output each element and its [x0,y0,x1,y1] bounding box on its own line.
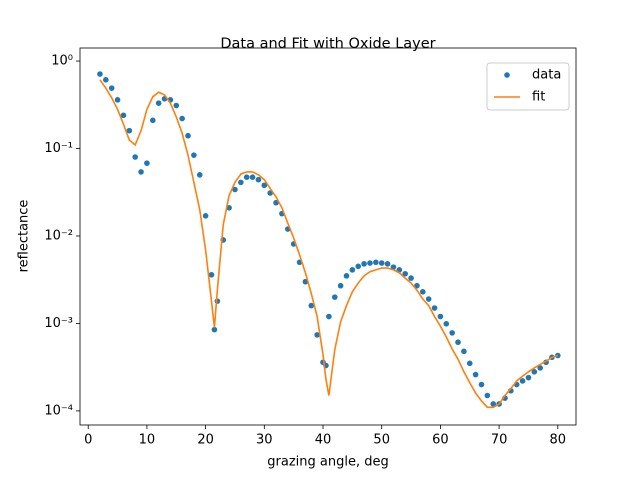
x-tick-label: 70 [491,433,508,448]
data-point [196,172,203,178]
data-point [211,326,218,333]
data-point [120,112,127,119]
data-point [255,176,262,183]
data-point [466,360,473,367]
data-point [149,117,156,124]
x-tick-label: 80 [550,433,567,448]
x-tick-label: 50 [373,433,390,448]
data-point [519,378,526,384]
x-tick-label: 40 [315,433,332,448]
legend-swatch [504,72,510,78]
data-point [355,263,362,270]
data-point [455,339,461,346]
data-point [114,97,121,103]
y-tick-label: 10⁻² [44,228,73,243]
data-point [249,174,256,180]
y-axis-label: reflectance [17,200,32,273]
data-point [308,302,315,309]
plot-area [97,71,561,409]
y-tick-label: 10⁻⁴ [44,403,73,418]
x-tick-label: 20 [197,433,214,448]
data-point [437,313,444,320]
y-tick-label: 10⁰ [51,54,73,69]
data-point [537,365,543,371]
data-point [103,77,109,83]
data-point [273,199,279,206]
data-point [531,368,538,375]
x-tick-label: 10 [139,433,156,448]
data-point [326,313,332,320]
data-point [373,259,379,266]
data-point [378,260,385,266]
data-point [525,374,532,381]
data-point [361,261,367,267]
data-point [261,182,268,189]
data-point [555,352,561,359]
data-point [238,179,244,186]
data-point [191,152,197,158]
data-point [144,160,150,166]
data-point [490,401,497,407]
y-tick-label: 10⁻¹ [44,141,73,156]
y-tick-label: 10⁻³ [44,316,73,331]
data-point [390,264,397,270]
data-point [431,305,438,311]
fit-line [99,79,559,409]
data-point [126,127,133,134]
data-point [208,271,215,278]
data-point [419,289,426,295]
data-point [97,71,103,77]
data-point [408,275,414,281]
x-tick-label: 0 [84,433,92,448]
data-point [185,132,191,139]
chart-title: Data and Fit with Oxide Layer [220,36,435,52]
data-point [484,392,491,399]
data-point [384,261,391,267]
data-point [138,169,144,175]
data-point [449,330,455,336]
data-point [202,213,209,219]
x-tick-label: 60 [432,433,449,448]
data-point [314,332,320,338]
data-point [179,115,185,122]
data-point [331,294,338,300]
data-point [367,260,373,266]
data-point [343,273,350,279]
x-tick-label: 30 [256,433,273,448]
data-point [243,174,250,180]
data-point [478,381,485,388]
data-point [155,100,162,106]
legend-label: fit [532,90,545,105]
data-point [337,282,344,289]
data-point [461,348,467,355]
x-axis-label: grazing angle, deg [267,455,388,470]
data-point [349,267,356,273]
data-point [402,270,408,277]
data-point [132,154,138,160]
axes-frame [79,47,577,426]
data-point [443,321,450,327]
data-point [472,371,479,378]
legend-label: data [532,68,561,83]
data-point [232,186,238,193]
data-point [414,282,420,289]
data-point [108,85,115,91]
data-point [425,296,432,302]
data-point [173,102,180,109]
